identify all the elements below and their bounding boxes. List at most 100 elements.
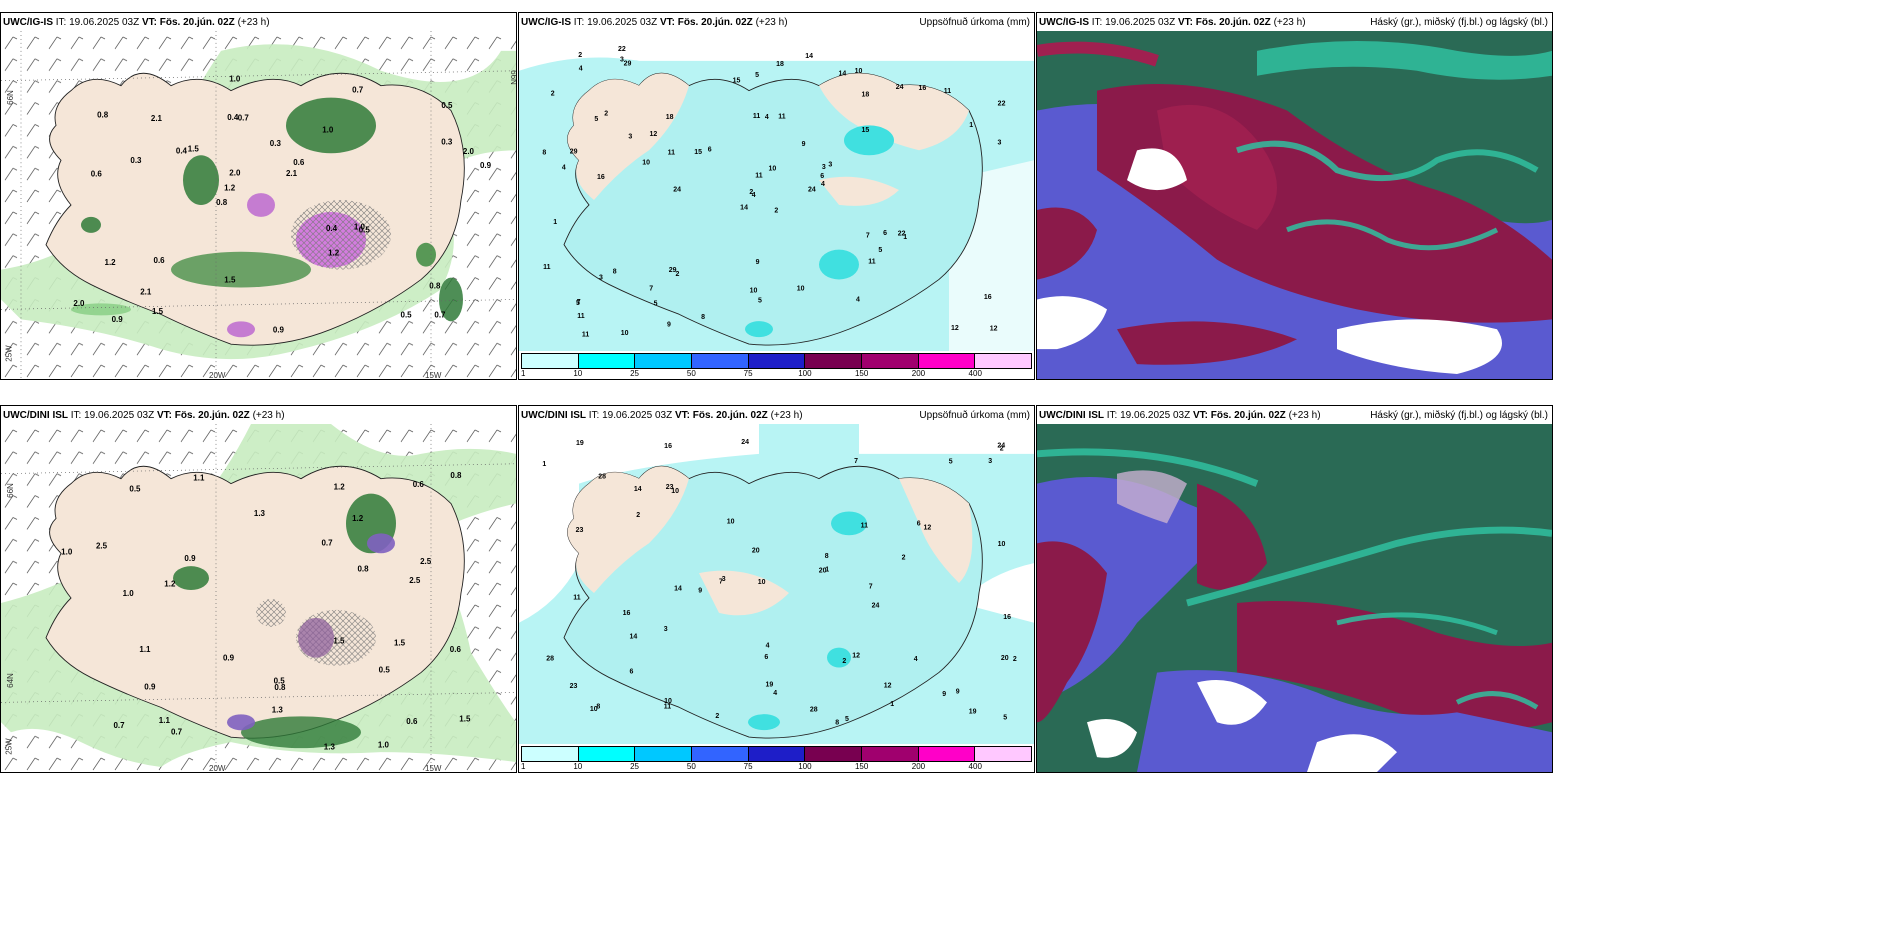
value-label: 9 [698, 588, 702, 595]
cloud-cover-panel-ig: UWC/IG-IS IT: 19.06.2025 03Z VT: Fös. 20… [1036, 12, 1553, 380]
value-label: 9 [802, 141, 806, 148]
value-label: 1 [542, 461, 546, 468]
value-label: 1.0 [123, 589, 135, 598]
value-label: 0.6 [153, 256, 165, 265]
value-label: 5 [758, 297, 762, 304]
value-label: 3 [722, 576, 726, 583]
colorbar-tick-label: 100 [798, 762, 812, 771]
value-label: 8 [542, 150, 546, 157]
value-label: 0.8 [357, 565, 369, 574]
colorbar-cell [692, 747, 749, 761]
value-label: 1.0 [229, 75, 241, 84]
value-label: 4 [752, 192, 756, 199]
value-label: 11 [577, 313, 585, 320]
colorbar-cell [635, 354, 693, 368]
colorbar-ticks: 1 10 25 50 75 100 150 200 400 [521, 369, 1032, 379]
colorbar-cell [578, 747, 636, 761]
value-label: 0.7 [434, 311, 446, 320]
map-area[interactable] [1037, 31, 1552, 379]
value-label: 15 [862, 127, 870, 134]
value-label: 7 [649, 285, 653, 292]
colorbar-tick-label: 1 [521, 369, 526, 378]
colorbar-tick-label: 150 [854, 369, 869, 378]
grid-label-64n: 64N [5, 673, 15, 688]
value-label: 18 [776, 61, 784, 68]
colorbar-cell [918, 747, 976, 761]
value-label: 2 [902, 554, 906, 561]
value-label: 4 [856, 297, 860, 304]
map-area[interactable] [1037, 424, 1552, 772]
value-label: 8 [825, 553, 829, 560]
value-label: 9 [756, 259, 760, 266]
value-label: 0.6 [450, 645, 462, 654]
colorbar-cell [862, 354, 919, 368]
value-label: 8 [701, 314, 705, 321]
panel-field-name: Uppsöfnuð úrkoma (mm) [919, 410, 1030, 421]
value-label: 24 [673, 187, 681, 194]
value-label: 0.8 [429, 281, 441, 290]
accumulated-precip-panel-dini: UWC/DINI ISL IT: 19.06.2025 03Z VT: Fös.… [518, 405, 1035, 773]
value-label: 4 [914, 656, 918, 663]
value-label: 5 [576, 300, 580, 307]
value-label: 10 [750, 287, 758, 294]
value-label: 2.5 [409, 576, 421, 585]
value-label: 2 [1000, 446, 1004, 453]
value-label: 0.3 [130, 156, 142, 165]
panel-title: UWC/IG-IS IT: 19.06.2025 03Z VT: Fös. 20… [1039, 17, 1306, 28]
colorbar-cell [635, 747, 693, 761]
value-label: 1.0 [61, 548, 73, 557]
value-label: 0.9 [223, 654, 235, 663]
value-label: 10 [727, 518, 735, 525]
value-label: 12 [884, 683, 892, 690]
grid-label-66n: 66N [5, 90, 15, 105]
value-label: 1.2 [104, 258, 116, 267]
value-label: 4 [773, 690, 777, 697]
value-label: 0.9 [112, 315, 124, 324]
colorbar-tick-label: 10 [573, 369, 583, 378]
panel-field-name: Háský (gr.), miðský (fj.bl.) og lágský (… [1370, 17, 1548, 28]
value-label: 2 [578, 52, 582, 59]
wind-precip-panel-ig: UWC/IG-IS IT: 19.06.2025 03Z VT: Fös. 20… [0, 12, 517, 380]
map-area[interactable]: 0.7 0.6 0.5 0.8 1.0 0.9 0.4 0.3 1.2 1.5 2.0 2.1 0.7 0… [1, 31, 516, 379]
value-label: 2 [676, 271, 680, 278]
value-label: 5 [878, 247, 882, 254]
colorbar-tick-label: 10 [573, 762, 583, 771]
value-label: 1.0 [354, 222, 366, 231]
value-label: 0.6 [406, 717, 418, 726]
colorbar-ticks: 1 10 25 50 75 100 150 200 400 [521, 762, 1032, 772]
panel-title: UWC/IG-IS IT: 19.06.2025 03Z VT: Fös. 20… [3, 17, 270, 28]
value-label: 7 [719, 579, 723, 586]
value-label: 19 [766, 681, 774, 688]
value-label: 0.8 [274, 683, 286, 692]
value-label: 11 [861, 522, 869, 529]
colorbar-tick-label: 50 [686, 369, 696, 378]
grid-label-66n-right: 66N [508, 70, 517, 85]
value-label: 1.1 [159, 716, 171, 725]
value-label: 4 [562, 165, 566, 172]
map-area[interactable]: 0.6 1.0 0.8 0.7 0.5 0.9 1.1 1.2 1.3 2.5 1.5 0.6 1.0 0… [1, 424, 516, 772]
value-label: 11 [778, 114, 786, 121]
map-area[interactable]: 2 5 4 7 3 2 10 11 18 24 29 12 16 22 14 15 10 11 9 8 6 11 5 4 3 1 2… [519, 31, 1034, 351]
value-label: 11 [668, 149, 676, 156]
value-label: 1.0 [378, 741, 390, 750]
grid-label-25w: 25W [4, 738, 14, 755]
value-label: 2.1 [140, 288, 152, 297]
value-label: 14 [630, 633, 638, 640]
value-label: 1 [969, 122, 973, 129]
value-label: 7 [577, 299, 581, 306]
map-area[interactable]: 2 8 10 12 16 28 14 19 24 10 5 4 3 6 7 20 23 11 9 1 2 2 8 10 12 16… [519, 424, 1034, 744]
value-label: 11 [582, 331, 590, 338]
value-label: 11 [573, 595, 581, 602]
value-label: 23 [666, 484, 674, 491]
value-label: 0.6 [413, 480, 425, 489]
value-label: 16 [623, 610, 631, 617]
colorbar-cell [522, 354, 579, 368]
value-label: 2 [842, 658, 846, 665]
value-label: 28 [810, 707, 818, 714]
colorbar-cell [522, 747, 579, 761]
grid-label-20w: 20W [209, 764, 226, 773]
value-label: 1.5 [224, 275, 236, 284]
value-label: 2 [715, 713, 719, 720]
value-label: 0.4 [227, 113, 239, 122]
cloud-cover-panel-dini: UWC/DINI ISL IT: 19.06.2025 03Z VT: Fös.… [1036, 405, 1553, 773]
